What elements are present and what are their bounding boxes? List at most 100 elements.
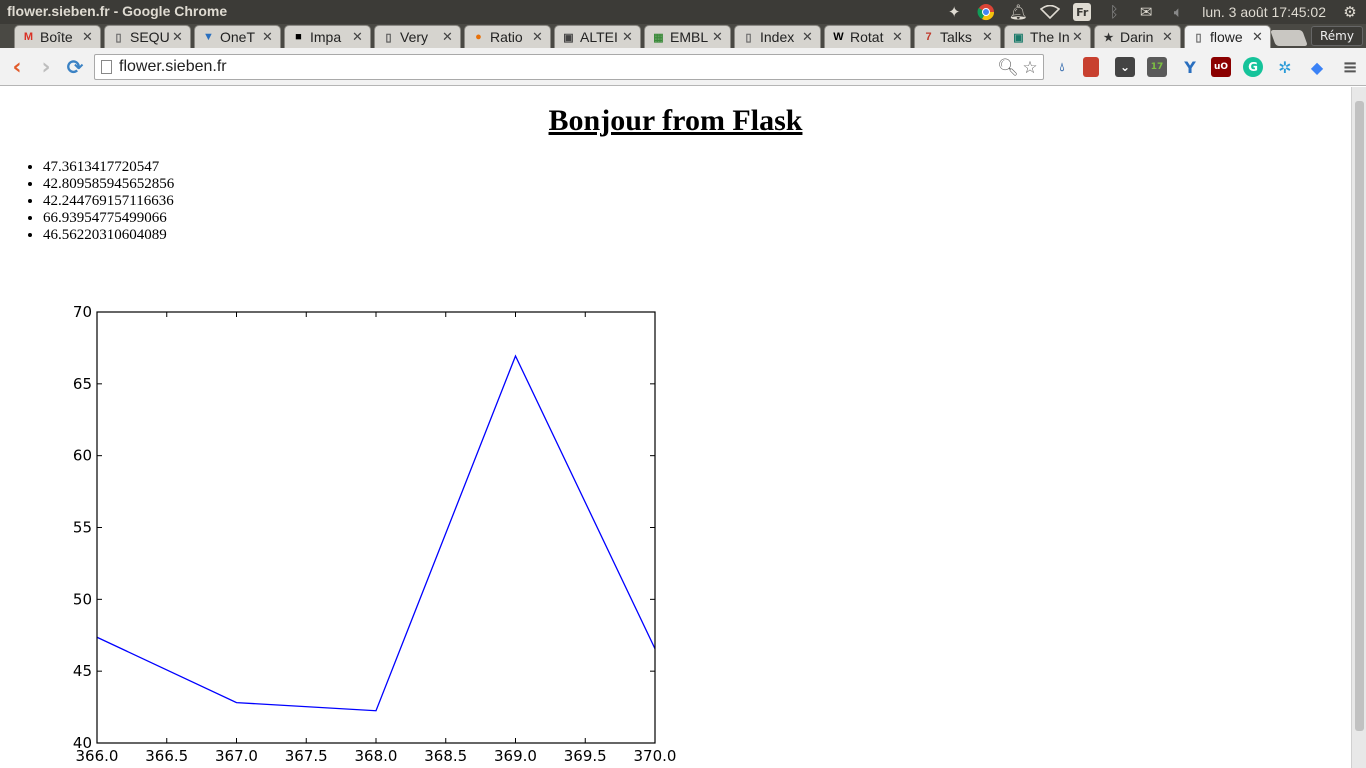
tab-label: SEQU — [130, 29, 169, 45]
bookmark-star-icon[interactable]: ☆ — [1022, 58, 1038, 78]
system-settings-gear-icon[interactable]: ⚙ — [1343, 3, 1357, 21]
browser-tab[interactable]: ▯ Very ✕ — [374, 25, 461, 48]
lse-icon: ■ — [295, 31, 302, 43]
y-tick-label: 55 — [73, 519, 92, 537]
star-icon: ★ — [1103, 31, 1114, 44]
address-bar[interactable]: 🔍︎ ☆ — [94, 54, 1044, 80]
talks-icon: 7 — [925, 31, 932, 43]
tab-label: Talks — [940, 29, 972, 45]
extension-drop-icon[interactable]: 💧︎ — [1059, 59, 1065, 74]
chrome-icon[interactable] — [970, 0, 1002, 24]
dropbox-icon[interactable]: ✦ — [947, 3, 961, 21]
ublock-icon[interactable]: uO — [1211, 57, 1231, 77]
tab-close-icon[interactable]: ✕ — [262, 29, 273, 44]
browser-tab[interactable]: ▯ Index ✕ — [734, 25, 821, 48]
forward-button[interactable]: › — [41, 54, 51, 80]
tab-close-icon[interactable]: ✕ — [802, 29, 813, 44]
tab-close-icon[interactable]: ✕ — [352, 29, 363, 44]
page-scrollbar[interactable] — [1351, 87, 1366, 768]
cube-icon: ▣ — [563, 31, 574, 44]
x-tick-label: 368.5 — [424, 747, 467, 765]
browser-tab[interactable]: 7 Talks ✕ — [914, 25, 1001, 48]
value-list-item: 42.244769157116636 — [43, 193, 174, 210]
extension-y-icon[interactable]: Y — [1184, 57, 1196, 77]
tab-label: Boîte — [40, 29, 73, 45]
tab-close-icon[interactable]: ✕ — [982, 29, 993, 44]
scrollbar-thumb[interactable] — [1355, 101, 1364, 731]
tab-close-icon[interactable]: ✕ — [1162, 29, 1173, 44]
search-zoom-icon[interactable]: 🔍︎ — [997, 58, 1019, 78]
y-tick-label: 60 — [73, 447, 92, 465]
browser-tab[interactable]: W Rotat ✕ — [824, 25, 911, 48]
reload-button[interactable]: ⟳ — [66, 55, 84, 79]
browser-tab[interactable]: ▣ The In ✕ — [1004, 25, 1091, 48]
volume-muted-icon[interactable]: 🔈︎ — [1173, 3, 1183, 21]
browser-tab[interactable]: ● Ratio ✕ — [464, 25, 551, 48]
tab-close-icon[interactable]: ✕ — [1072, 29, 1083, 44]
chrome-menu-icon[interactable]: ≡ — [1342, 56, 1358, 78]
value-list-item: 66.93954775499066 — [43, 210, 174, 227]
tab-close-icon[interactable]: ✕ — [1252, 29, 1263, 44]
tab-label: Rotat — [850, 29, 884, 45]
profile-button[interactable]: Rémy — [1311, 26, 1363, 46]
tab-close-icon[interactable]: ✕ — [172, 29, 183, 44]
x-tick-label: 367.0 — [215, 747, 258, 765]
x-tick-label: 370.0 — [634, 747, 677, 765]
tab-label: Ratio — [490, 29, 523, 45]
extension-network-icon[interactable]: ✲ — [1278, 57, 1292, 77]
tab-close-icon[interactable]: ✕ — [622, 29, 633, 44]
extension-bookmark-icon[interactable] — [1083, 57, 1099, 77]
clock[interactable]: lun. 3 août 17:45:02 — [1202, 4, 1326, 20]
value-list-item: 42.809585945652856 — [43, 176, 174, 193]
wifi-icon[interactable] — [1034, 0, 1066, 24]
new-tab-button[interactable] — [1270, 30, 1308, 46]
tab-close-icon[interactable]: ✕ — [892, 29, 903, 44]
y-tick-label: 70 — [73, 303, 92, 321]
y-tick-label: 40 — [73, 734, 92, 752]
browser-tab[interactable]: M Boîte ✕ — [14, 25, 101, 48]
mail-icon[interactable]: ✉ — [1139, 3, 1153, 21]
tab-close-icon[interactable]: ✕ — [712, 29, 723, 44]
tab-close-icon[interactable]: ✕ — [442, 29, 453, 44]
gmail-icon: M — [23, 31, 34, 43]
tab-label: The In — [1030, 29, 1069, 45]
page-icon: ▯ — [745, 31, 752, 44]
browser-tab[interactable]: ▣ ALTEI ✕ — [554, 25, 641, 48]
notification-bell-icon[interactable]: 🔔︎ — [1008, 3, 1028, 21]
tab-label: EMBL — [670, 29, 709, 45]
extension-calendar-icon[interactable]: 17 — [1147, 57, 1167, 77]
browser-tab[interactable]: ▼ OneT ✕ — [194, 25, 281, 48]
bluetooth-icon[interactable]: ᛒ — [1109, 3, 1119, 21]
page-icon: ▯ — [1195, 31, 1202, 44]
y-tick-label: 65 — [73, 375, 92, 393]
bracket-icon: ▯ — [385, 31, 392, 44]
system-top-panel: flower.sieben.fr - Google Chrome ✦ 🔔︎ Fr… — [0, 0, 1366, 24]
value-list-item: 46.56220310604089 — [43, 227, 174, 244]
y-tick-label: 50 — [73, 590, 92, 608]
browser-tab[interactable]: ▯ flowe ✕ — [1184, 25, 1271, 48]
extension-diamond-icon[interactable]: ◆ — [1310, 57, 1324, 77]
pocket-icon[interactable]: ⌄ — [1115, 57, 1135, 77]
url-input[interactable] — [119, 57, 979, 77]
browser-tab[interactable]: ★ Darin ✕ — [1094, 25, 1181, 48]
x-tick-label: 366.5 — [145, 747, 188, 765]
browser-tab[interactable]: ▦ EMBL ✕ — [644, 25, 731, 48]
browser-tab[interactable]: ▯ SEQU ✕ — [104, 25, 191, 48]
tab-label: Impa — [310, 29, 342, 45]
grammarly-icon[interactable]: G — [1243, 57, 1263, 77]
value-list: 47.361341772054742.80958594565285642.244… — [43, 159, 174, 244]
tab-label: OneT — [220, 29, 256, 45]
x-tick-label: 369.5 — [564, 747, 607, 765]
onetab-icon: ▼ — [203, 31, 214, 43]
page-info-icon[interactable] — [101, 60, 112, 74]
tab-label: flowe — [1210, 29, 1243, 45]
back-button[interactable]: ‹ — [12, 54, 22, 80]
tab-close-icon[interactable]: ✕ — [532, 29, 543, 44]
keyboard-layout-indicator[interactable]: Fr — [1066, 0, 1098, 24]
tab-close-icon[interactable]: ✕ — [82, 29, 93, 44]
line-chart: 366.0 366.5 367.0 367.5 368.0 368.5 369.0 369.5… — [73, 303, 677, 765]
browser-tab[interactable]: ■ Impa ✕ — [284, 25, 371, 48]
plot-frame — [96, 311, 656, 744]
x-tick-label: 367.5 — [285, 747, 328, 765]
browser-toolbar: ‹ › ⟳ 🔍︎ ☆ 💧︎ ⌄ 17 Y uO G ✲ ◆ ≡ — [0, 48, 1366, 86]
